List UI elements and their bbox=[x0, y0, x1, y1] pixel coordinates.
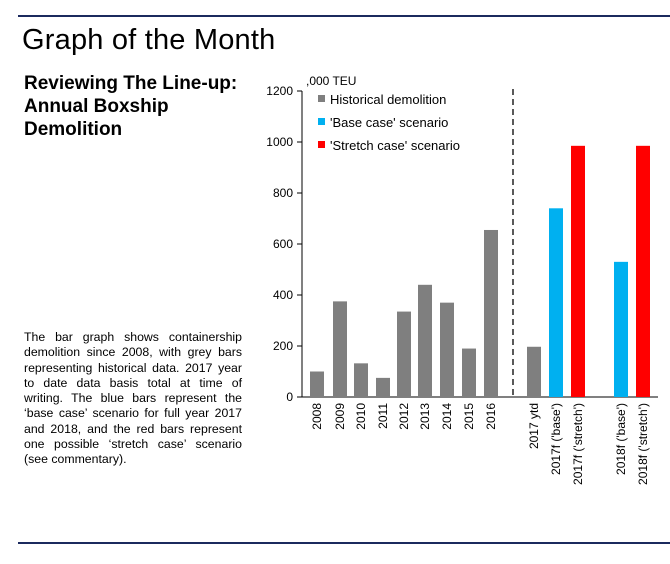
x-tick-label: 2008 bbox=[310, 403, 324, 430]
bar-2012 bbox=[397, 311, 411, 397]
axes-layer bbox=[297, 89, 658, 398]
y-tick-label: 400 bbox=[273, 288, 293, 302]
x-tick-label: 2018f ('stretch') bbox=[636, 403, 650, 485]
y-tick-label: 1000 bbox=[266, 135, 293, 149]
legend-label-stretch: 'Stretch case' scenario bbox=[330, 138, 460, 153]
legend-label-historical: Historical demolition bbox=[330, 92, 446, 107]
page-title: Graph of the Month bbox=[22, 24, 276, 56]
bar-2017f-stretch- bbox=[571, 145, 585, 397]
x-tick-label: 2014 bbox=[440, 403, 454, 430]
x-tick-label: 2015 bbox=[462, 403, 476, 430]
x-tick-label: 2012 bbox=[397, 403, 411, 430]
bar-2018f-stretch- bbox=[636, 145, 650, 397]
y-tick-label: 800 bbox=[273, 186, 293, 200]
legend-layer: Historical demolition 'Base case' scenari… bbox=[318, 92, 460, 153]
bar-2017f-base- bbox=[549, 208, 563, 397]
caption: The bar graph shows containership demoli… bbox=[24, 330, 242, 467]
y-tick-label: 200 bbox=[273, 339, 293, 353]
bar-2017-ytd bbox=[527, 346, 541, 397]
y-tick-label: 1200 bbox=[266, 84, 293, 98]
bar-2013 bbox=[418, 284, 432, 397]
bar-2016 bbox=[484, 229, 498, 397]
bar-2015 bbox=[462, 348, 476, 397]
x-tick-label: 2011 bbox=[376, 403, 390, 429]
top-rule bbox=[18, 15, 670, 17]
x-tick-label: 2017f ('stretch') bbox=[571, 403, 585, 485]
y-unit-label: ,000 TEU bbox=[306, 74, 356, 88]
y-tick-label: 0 bbox=[286, 390, 293, 404]
x-tick-label: 2018f ('base') bbox=[614, 403, 628, 475]
y-tick-label: 600 bbox=[273, 237, 293, 251]
labels-layer: 0 200 400 600 800 1000 1200 ,000 TEU 2008 2009 201… bbox=[266, 74, 650, 485]
bar-2010 bbox=[354, 363, 368, 397]
x-tick-label: 2017 ytd bbox=[527, 403, 541, 449]
x-tick-label: 2010 bbox=[354, 403, 368, 430]
legend-label-base: 'Base case' scenario bbox=[330, 115, 448, 130]
bar-2008 bbox=[310, 371, 324, 397]
x-tick-label: 2017f ('base') bbox=[549, 403, 563, 475]
bars-layer bbox=[310, 145, 650, 397]
bottom-rule bbox=[18, 542, 670, 544]
bar-2011 bbox=[376, 377, 390, 397]
x-tick-label: 2016 bbox=[484, 403, 498, 430]
headline: Reviewing The Line-up: Annual Boxship De… bbox=[24, 73, 238, 140]
legend-swatch-base bbox=[318, 118, 325, 125]
bar-2009 bbox=[333, 301, 347, 397]
legend-swatch-stretch bbox=[318, 141, 325, 148]
bar-2014 bbox=[440, 302, 454, 397]
legend-swatch-historical bbox=[318, 95, 325, 102]
x-tick-label: 2009 bbox=[333, 403, 347, 430]
bar-2018f-base- bbox=[614, 261, 628, 397]
x-tick-label: 2013 bbox=[418, 403, 432, 430]
